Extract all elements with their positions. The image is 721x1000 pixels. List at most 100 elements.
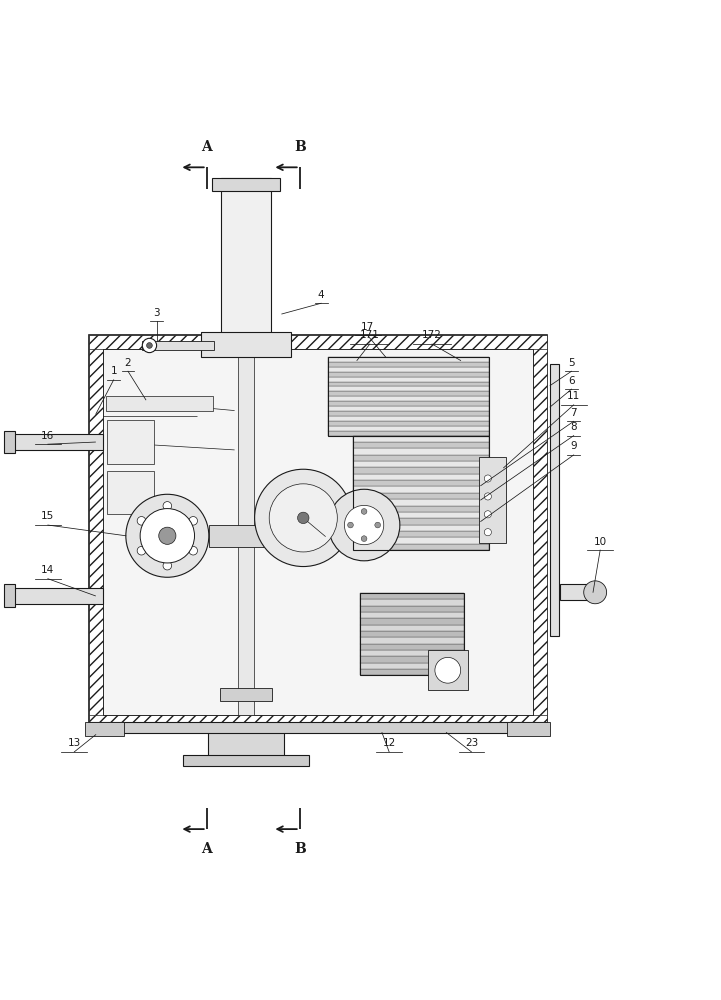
Bar <box>107 471 154 514</box>
Bar <box>360 631 464 637</box>
Bar <box>328 362 490 367</box>
Circle shape <box>375 522 381 528</box>
Bar <box>208 729 283 758</box>
Circle shape <box>485 493 492 500</box>
Text: 2: 2 <box>125 358 131 368</box>
Text: 14: 14 <box>41 565 55 575</box>
Bar <box>328 406 490 411</box>
Bar <box>560 584 590 600</box>
Bar <box>328 377 490 382</box>
Circle shape <box>142 338 156 353</box>
Bar <box>89 715 547 729</box>
Circle shape <box>584 581 606 604</box>
Circle shape <box>328 489 400 561</box>
Bar <box>328 391 490 396</box>
Bar <box>360 656 464 663</box>
Circle shape <box>345 505 384 545</box>
Bar <box>106 396 213 411</box>
Text: 13: 13 <box>68 738 81 748</box>
Bar <box>85 722 125 736</box>
Bar <box>360 599 464 606</box>
Text: 7: 7 <box>570 408 577 418</box>
Text: B: B <box>294 140 306 154</box>
Bar <box>353 474 490 480</box>
Circle shape <box>361 536 367 541</box>
Bar <box>353 461 490 467</box>
Bar <box>183 755 309 766</box>
Circle shape <box>159 527 176 544</box>
Bar <box>353 436 490 442</box>
Bar <box>328 386 490 391</box>
Bar <box>328 372 490 377</box>
Bar <box>533 335 547 729</box>
Circle shape <box>137 517 146 525</box>
Bar <box>328 382 490 386</box>
Bar <box>353 442 490 448</box>
Text: 5: 5 <box>568 358 575 368</box>
Text: 12: 12 <box>383 738 396 748</box>
Text: A: A <box>201 140 212 154</box>
Circle shape <box>269 484 337 552</box>
Bar <box>353 512 490 518</box>
Bar <box>353 486 490 493</box>
Circle shape <box>485 475 492 482</box>
Text: 23: 23 <box>465 738 478 748</box>
Bar <box>328 401 490 406</box>
Text: 15: 15 <box>41 511 55 521</box>
Text: 16: 16 <box>41 431 55 441</box>
Bar <box>201 332 291 357</box>
Bar <box>550 364 559 636</box>
Bar <box>353 537 490 544</box>
Bar <box>328 367 490 372</box>
Bar <box>360 593 464 599</box>
Bar <box>353 493 490 499</box>
Bar <box>353 525 490 531</box>
Circle shape <box>140 509 195 563</box>
Text: 10: 10 <box>593 537 607 547</box>
Bar <box>353 544 490 550</box>
Bar <box>10 588 102 604</box>
Text: 171: 171 <box>360 330 380 340</box>
Bar <box>328 416 490 421</box>
Bar <box>353 448 490 455</box>
Bar <box>4 584 15 607</box>
Bar <box>89 335 547 729</box>
Bar <box>353 518 490 525</box>
Circle shape <box>348 522 353 528</box>
Bar <box>328 426 490 431</box>
Bar <box>353 467 490 474</box>
Circle shape <box>146 343 152 348</box>
Text: 4: 4 <box>318 290 324 300</box>
Bar <box>353 436 490 550</box>
Bar <box>360 593 464 675</box>
Bar <box>209 525 278 547</box>
Bar <box>360 606 464 612</box>
Text: 6: 6 <box>568 376 575 386</box>
Bar <box>221 178 271 335</box>
Circle shape <box>137 546 146 555</box>
Text: 9: 9 <box>570 441 577 451</box>
Bar <box>328 411 490 416</box>
Circle shape <box>126 494 209 577</box>
Bar <box>213 178 280 191</box>
Text: 8: 8 <box>570 422 577 432</box>
Circle shape <box>189 546 198 555</box>
Bar <box>328 421 490 426</box>
Bar <box>360 644 464 650</box>
Bar <box>353 455 490 461</box>
Text: 17: 17 <box>361 322 374 332</box>
Bar <box>353 531 490 537</box>
Bar <box>360 618 464 625</box>
Bar <box>360 612 464 618</box>
Bar <box>360 663 464 669</box>
Circle shape <box>485 511 492 518</box>
Bar <box>89 722 547 733</box>
Bar <box>238 349 254 715</box>
Bar <box>10 434 102 450</box>
Bar <box>479 457 505 543</box>
Bar <box>328 357 490 362</box>
Bar <box>89 335 102 729</box>
Bar <box>360 637 464 644</box>
Circle shape <box>435 657 461 683</box>
Bar <box>360 669 464 675</box>
